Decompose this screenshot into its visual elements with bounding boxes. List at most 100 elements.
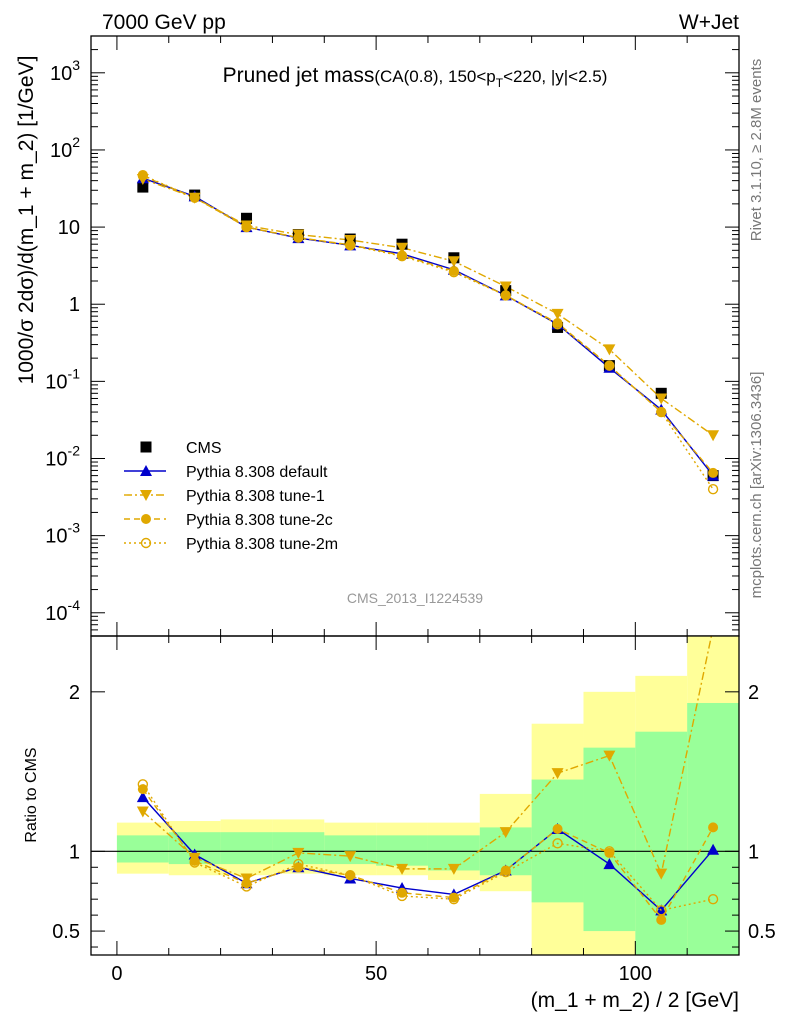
legend-marker-pythia-8-308-tune-2m: [140, 537, 152, 549]
ratio-line-pythia-8-308-tune-1: [142, 636, 713, 880]
ratio-point-pythia-8-308-default-11: [707, 843, 720, 855]
mcplots-source-label: mcplots.cern.ch [arXiv:1306.3436]: [748, 372, 765, 599]
legend-label-pythia-8-308-tune-2m: Pythia 8.308 tune-2m: [186, 536, 338, 553]
main-ytick-label-3: 10-1: [45, 365, 80, 393]
ratio-point-pythia-8-308-tune-1-7: [499, 827, 512, 839]
ratio-point-pythia-8-308-tune-2m-4: [345, 870, 356, 881]
main-ytick-label-4: 1: [69, 294, 80, 316]
main-ytick-label-7: 103: [50, 57, 80, 85]
ratio-y-axis-label: Ratio to CMS: [23, 747, 40, 842]
main-point-pythia-8-308-tune-2c-9: [604, 360, 615, 371]
main-point-pythia-8-308-tune-1-6: [447, 256, 460, 268]
ratio-ytick-label-right-0: 0.5: [748, 921, 776, 943]
main-point-pythia-8-308-tune-2c-4: [345, 239, 356, 250]
main-plot-frame: [91, 36, 739, 636]
x-tick-label-2: 100: [619, 963, 652, 985]
ratio-point-pythia-8-308-tune-2m-3: [293, 858, 304, 870]
ratio-point-pythia-8-308-tune-2m-5: [396, 890, 408, 902]
main-point-pythia-8-308-tune-1-10: [655, 393, 668, 405]
legend-label-cms: CMS: [186, 440, 222, 457]
ratio-point-pythia-8-308-tune-2m-7: [500, 866, 511, 878]
analysis-id-label: CMS_2013_I1224539: [347, 590, 483, 606]
ratio-ytick-label-right-2: 2: [748, 682, 759, 704]
x-tick-label-0: 0: [111, 963, 122, 985]
main-point-cms-10: [655, 387, 667, 399]
plot-title-main: Pruned jet mass: [223, 64, 375, 87]
ratio-line-pythia-8-308-tune-2m: [142, 783, 714, 912]
ratio-band-inner-2: [220, 832, 273, 865]
ratio-point-pythia-8-308-tune-2c-5: [397, 887, 408, 898]
main-ytick-label-5: 10: [58, 217, 80, 239]
main-point-pythia-8-308-tune-2m-10: [656, 406, 667, 418]
energy-label: 7000 GeV pp: [102, 11, 226, 34]
ratio-point-pythia-8-308-tune-1-9: [603, 750, 616, 762]
ratio-point-pythia-8-308-tune-1-0: [136, 806, 149, 818]
main-panel: 10-4 10-3 10-2 10-1 1 10 102 103 Pruned jet mas…: [15, 35, 740, 637]
ratio-band-inner-0: [116, 835, 169, 863]
main-ytick-label-6: 102: [50, 134, 80, 162]
ratio-ytick-label-left-2: 2: [69, 682, 80, 704]
legend-marker-pythia-8-308-default: [140, 465, 152, 476]
main-point-pythia-8-308-tune-2m-1: [189, 192, 200, 203]
ratio-band-inner-5: [376, 835, 428, 866]
main-point-pythia-8-308-tune-2c-1: [189, 192, 200, 203]
ratio-point-pythia-8-308-tune-2m-9: [604, 846, 615, 857]
legend-label-pythia-8-308-default: Pythia 8.308 default: [186, 464, 328, 481]
ratio-point-pythia-8-308-default-0: [136, 791, 149, 803]
main-point-pythia-8-308-tune-2m-4: [345, 240, 356, 251]
main-point-pythia-8-308-tune-1-8: [551, 308, 564, 320]
ratio-point-pythia-8-308-tune-2m-0: [137, 779, 149, 790]
ratio-point-pythia-8-308-tune-2m-6: [448, 893, 460, 905]
legend-marker-cms: [140, 441, 152, 453]
legend-marker-pythia-8-308-tune-1: [140, 490, 152, 501]
plot-title: Pruned jet mass(CA(0.8), 150<pT<220, |y|…: [223, 64, 608, 90]
ratio-point-pythia-8-308-tune-1-6: [447, 863, 460, 875]
ratio-axes: 0.5 0.5 1 1 2 2 0 50 100: [52, 635, 776, 985]
main-point-pythia-8-308-tune-2m-0: [137, 170, 149, 181]
ratio-point-pythia-8-308-tune-2c-8: [552, 823, 563, 834]
ratio-point-pythia-8-308-tune-1-5: [396, 863, 409, 875]
main-point-pythia-8-308-tune-2m-6: [448, 267, 460, 278]
ratio-line-pythia-8-308-default: [142, 796, 714, 912]
main-point-pythia-8-308-tune-2m-8: [552, 319, 563, 330]
ratio-point-pythia-8-308-tune-2c-11: [708, 822, 719, 833]
main-ytick-label-0: 10-4: [45, 597, 80, 625]
main-ytick-label-2: 10-2: [45, 443, 80, 471]
main-point-pythia-8-308-tune-2m-2: [241, 221, 252, 233]
main-point-pythia-8-308-tune-2m-5: [396, 250, 408, 262]
ratio-point-pythia-8-308-tune-2m-11: [707, 893, 719, 905]
main-line-pythia-8-308-tune-2m: [142, 174, 714, 490]
main-line-pythia-8-308-tune-1: [142, 178, 714, 436]
plot-title-sub: (CA(0.8), 150<pT<220, |y|<2.5): [374, 67, 607, 90]
rivet-version-label: Rivet 3.1.10, ≥ 2.8M events: [748, 59, 765, 242]
main-point-pythia-8-308-tune-2c-10: [656, 407, 667, 418]
ratio-ytick-label-left-0: 0.5: [52, 921, 80, 943]
main-point-pythia-8-308-tune-2c-11: [708, 467, 719, 478]
x-axis-label: (m_1 + m_2) / 2 [GeV]: [531, 989, 739, 1012]
legend-marker-pythia-8-308-tune-2c: [141, 514, 151, 524]
ratio-point-pythia-8-308-tune-2m-10: [656, 905, 667, 916]
main-axes: 10-4 10-3 10-2 10-1 1 10 102 103: [45, 35, 740, 637]
main-point-pythia-8-308-tune-2m-9: [604, 360, 615, 371]
ratio-line-pythia-8-308-tune-2c: [142, 788, 714, 922]
main-point-cms-2: [241, 212, 253, 224]
ratio-point-pythia-8-308-tune-1-3: [292, 847, 305, 859]
main-point-pythia-8-308-tune-1-5: [396, 242, 409, 254]
ratio-point-pythia-8-308-tune-2c-10: [656, 914, 667, 925]
ratio-series-group: [136, 636, 720, 925]
main-point-pythia-8-308-tune-2c-3: [293, 232, 304, 243]
process-label: W+Jet: [679, 11, 739, 34]
main-point-pythia-8-308-tune-2c-2: [241, 222, 252, 233]
main-plot-content: [136, 170, 720, 495]
main-point-pythia-8-308-tune-2c-7: [500, 290, 511, 301]
ratio-point-pythia-8-308-tune-2m-1: [189, 857, 200, 868]
ratio-point-pythia-8-308-tune-2m-2: [241, 881, 252, 892]
ratio-ytick-label-left-1: 1: [69, 841, 80, 863]
main-point-cms-0: [137, 181, 149, 193]
ratio-panel: 0.5 0.5 1 1 2 2 0 50 100 Ratio to CMS (m_1 + m_2…: [23, 635, 776, 1012]
ratio-point-pythia-8-308-tune-1-10: [655, 868, 668, 880]
main-point-pythia-8-308-tune-2m-3: [293, 232, 304, 243]
ratio-plot-border: [90, 635, 740, 956]
ratio-ytick-label-right-1: 1: [748, 841, 759, 863]
